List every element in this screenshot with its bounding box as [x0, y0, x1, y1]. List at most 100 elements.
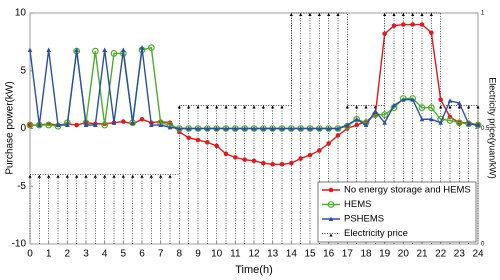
x-tick-label: 20 — [398, 249, 410, 260]
point — [381, 111, 389, 119]
point — [177, 126, 182, 131]
point — [214, 126, 219, 131]
point — [45, 121, 53, 129]
point — [242, 157, 247, 162]
point — [101, 121, 109, 129]
point — [279, 126, 285, 131]
point — [46, 47, 51, 52]
point — [251, 158, 257, 164]
point — [158, 122, 163, 128]
point — [112, 174, 116, 178]
point — [354, 116, 359, 122]
point — [476, 105, 480, 109]
point — [419, 22, 425, 27]
point — [308, 13, 312, 16]
x-tick-label: 19 — [379, 249, 391, 260]
y-tick-label: 10 — [15, 8, 27, 19]
x-tick-label: 21 — [416, 249, 428, 260]
point — [56, 174, 60, 178]
point — [447, 98, 453, 103]
x-tick-label: 14 — [286, 249, 298, 260]
point — [121, 174, 125, 178]
point — [335, 126, 341, 131]
point — [242, 126, 247, 131]
point — [205, 140, 210, 145]
point — [233, 155, 238, 160]
point — [159, 174, 163, 178]
point — [121, 47, 126, 52]
point — [37, 122, 42, 128]
point — [328, 216, 334, 221]
point — [28, 174, 32, 178]
series — [27, 45, 481, 131]
y-axis-label: Purchase power(kW) — [5, 81, 16, 174]
point — [261, 126, 266, 131]
x-tick-label: 17 — [342, 249, 354, 260]
point — [410, 22, 415, 27]
point — [327, 201, 335, 208]
x-axis-label: Time(h) — [235, 264, 272, 276]
point — [196, 105, 200, 109]
point — [130, 120, 135, 125]
point — [177, 105, 181, 109]
x-tick-label: 3 — [83, 249, 89, 260]
point — [84, 174, 88, 178]
point — [195, 126, 201, 131]
point — [298, 126, 303, 131]
point — [382, 31, 387, 37]
x-tick-label: 13 — [267, 249, 279, 260]
point — [26, 121, 34, 129]
point — [373, 108, 378, 114]
price-step — [30, 12, 478, 176]
point — [392, 13, 396, 16]
point — [429, 30, 434, 35]
x-tick-label: 5 — [121, 249, 127, 260]
point — [457, 100, 462, 106]
point — [187, 105, 191, 109]
point — [186, 126, 191, 131]
point — [147, 44, 155, 52]
point — [336, 13, 340, 16]
point — [438, 120, 443, 125]
point — [411, 13, 415, 16]
point — [214, 143, 219, 149]
point — [317, 126, 322, 131]
point — [224, 105, 228, 109]
point — [279, 162, 285, 167]
x-tick-label: 12 — [248, 249, 260, 260]
point — [353, 115, 361, 123]
point — [401, 22, 406, 27]
point — [167, 124, 173, 130]
x-tick-label: 18 — [360, 249, 372, 260]
point — [429, 13, 433, 16]
point — [205, 105, 209, 109]
x-tick-label: 7 — [158, 249, 164, 260]
x-tick-label: 11 — [230, 249, 241, 260]
point — [355, 105, 359, 109]
point — [103, 174, 107, 178]
point — [252, 105, 256, 109]
point — [467, 105, 471, 109]
point — [65, 174, 69, 178]
legend-label: HEMS — [344, 199, 371, 210]
point — [75, 174, 79, 178]
legend-label: PSHEMS — [344, 214, 384, 225]
point — [83, 122, 89, 128]
point — [121, 119, 126, 124]
point — [307, 126, 313, 131]
x-tick-label: 10 — [211, 249, 223, 260]
legend-label: No energy storage and HEMS — [344, 185, 471, 196]
point — [233, 105, 237, 109]
point — [345, 122, 350, 128]
point — [418, 104, 426, 112]
point — [270, 126, 275, 131]
point — [74, 122, 79, 128]
point — [261, 105, 265, 109]
point — [419, 116, 425, 122]
point — [299, 13, 303, 16]
point — [455, 119, 463, 127]
legend-label: Electricity price — [344, 228, 408, 239]
point — [307, 152, 313, 158]
point — [91, 47, 99, 55]
x-tick-label: 2 — [65, 249, 71, 260]
